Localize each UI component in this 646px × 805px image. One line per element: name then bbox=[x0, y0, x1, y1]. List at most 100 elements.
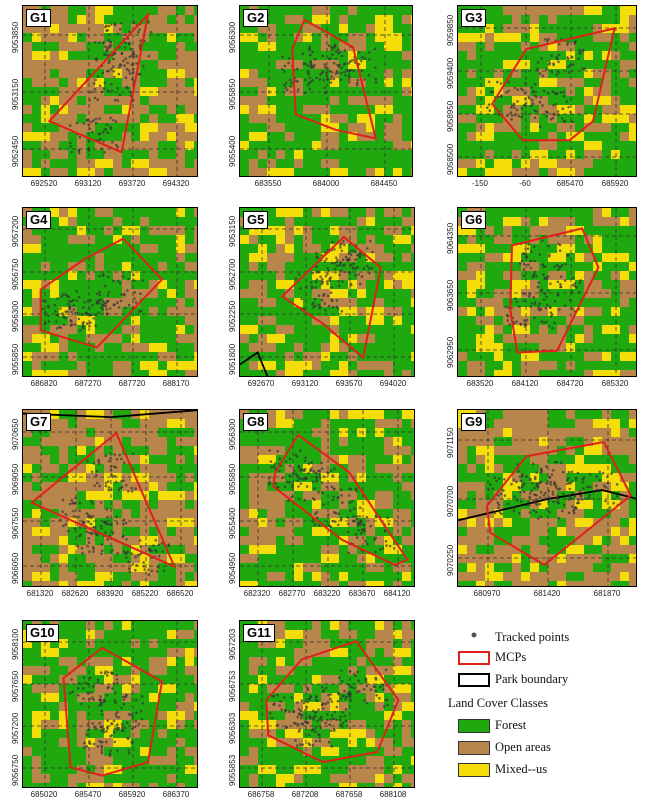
map-panel-g3: G3 -150 -60 685470 685920 9059850 9059400 90589… bbox=[457, 5, 637, 177]
legend-classes-title: Land Cover Classes bbox=[448, 696, 548, 711]
y-tick-label: 9053150 bbox=[11, 79, 20, 110]
x-tick-label: 685470 bbox=[557, 179, 584, 188]
legend-tracked-points: Tracked points bbox=[458, 628, 569, 646]
y-tick-label: 9064350 bbox=[446, 223, 455, 254]
y-tick-label: 9070250 bbox=[446, 545, 455, 576]
panel-label-g9: G9 bbox=[461, 413, 486, 431]
forest-swatch bbox=[458, 719, 490, 733]
land-cover-map bbox=[240, 208, 415, 377]
map-panel-g5: G5 692670 693120 693570 694020 9053150 9052700… bbox=[239, 207, 415, 377]
panel-label-g5: G5 bbox=[243, 211, 268, 229]
y-tick-label: 9051800 bbox=[228, 344, 237, 375]
park-boundary-swatch bbox=[458, 673, 490, 687]
x-tick-label: 685020 bbox=[31, 790, 58, 799]
map-panel-g1: G1 692520 693120 693720 694320 9053850 9053150… bbox=[22, 5, 198, 177]
y-tick-label: 9071150 bbox=[446, 427, 455, 458]
map-panel-g9: G9 680970 681420 681870 9071150 9070700 907025… bbox=[457, 409, 637, 587]
x-tick-label: 694020 bbox=[380, 379, 407, 388]
land-cover-map bbox=[23, 410, 198, 587]
y-tick-label: 9057203 bbox=[228, 629, 237, 660]
x-tick-label: 688108 bbox=[380, 790, 407, 799]
map-panel-g7: G7 681320 682620 683920 685220 686520 9070650 9… bbox=[22, 409, 198, 587]
x-tick-label: 685220 bbox=[132, 589, 159, 598]
x-tick-label: 681320 bbox=[27, 589, 54, 598]
x-tick-label: 684000 bbox=[313, 179, 340, 188]
x-tick-label: 687720 bbox=[119, 379, 146, 388]
y-tick-label: 9070700 bbox=[446, 486, 455, 517]
y-tick-label: 9055400 bbox=[228, 136, 237, 167]
x-tick-label: 686758 bbox=[248, 790, 275, 799]
map-frame: G10 bbox=[22, 620, 198, 788]
map-frame: G8 bbox=[239, 409, 415, 587]
legend-open-label: Open areas bbox=[495, 740, 551, 755]
y-tick-label: 9067550 bbox=[11, 508, 20, 539]
y-tick-label: 9053150 bbox=[228, 216, 237, 247]
x-tick-label: 683670 bbox=[349, 589, 376, 598]
map-frame: G6 bbox=[457, 207, 637, 377]
x-tick-label: 685320 bbox=[602, 379, 629, 388]
y-tick-label: 9058950 bbox=[446, 101, 455, 132]
panel-label-g10: G10 bbox=[26, 624, 59, 642]
map-frame: G7 bbox=[22, 409, 198, 587]
land-cover-map bbox=[23, 208, 198, 377]
x-tick-label: 683920 bbox=[97, 589, 124, 598]
map-panel-g10: G10 685020 685470 685920 686370 9058100 905765… bbox=[22, 620, 198, 788]
tracked-point-symbol bbox=[458, 628, 490, 646]
panel-label-g3: G3 bbox=[461, 9, 486, 27]
x-tick-label: 686820 bbox=[31, 379, 58, 388]
land-cover-map bbox=[458, 410, 637, 587]
y-tick-label: 9055850 bbox=[228, 464, 237, 495]
x-tick-label: 693120 bbox=[292, 379, 319, 388]
legend-mixed-label: Mixed--us bbox=[495, 762, 547, 777]
y-tick-label: 9057650 bbox=[11, 671, 20, 702]
x-tick-label: 682320 bbox=[244, 589, 271, 598]
y-tick-label: 9063650 bbox=[446, 280, 455, 311]
land-cover-map bbox=[458, 208, 637, 377]
legend-classes-label: Land Cover Classes bbox=[448, 696, 548, 711]
x-tick-label: 686520 bbox=[167, 589, 194, 598]
y-tick-label: 9066050 bbox=[11, 553, 20, 584]
map-frame: G9 bbox=[457, 409, 637, 587]
y-tick-label: 9059850 bbox=[446, 15, 455, 46]
map-panel-g2: G2 683550 684000 684450 9056300 9055850 905540… bbox=[239, 5, 413, 177]
y-tick-label: 9055853 bbox=[228, 755, 237, 786]
y-tick-label: 9052450 bbox=[11, 136, 20, 167]
x-tick-label: 684720 bbox=[557, 379, 584, 388]
y-tick-label: 9052250 bbox=[228, 301, 237, 332]
y-tick-label: 9052700 bbox=[228, 259, 237, 290]
panel-label-g8: G8 bbox=[243, 413, 268, 431]
x-tick-label: 687208 bbox=[292, 790, 319, 799]
y-tick-label: 9056300 bbox=[11, 301, 20, 332]
y-tick-label: 9055400 bbox=[228, 508, 237, 539]
legend-park-boundary: Park boundary bbox=[458, 672, 568, 687]
y-tick-label: 9056303 bbox=[228, 713, 237, 744]
legend-tracked-label: Tracked points bbox=[495, 630, 569, 645]
y-tick-label: 9055850 bbox=[11, 344, 20, 375]
x-tick-label: 692520 bbox=[31, 179, 58, 188]
x-tick-label: 693120 bbox=[75, 179, 102, 188]
map-frame: G1 bbox=[22, 5, 198, 177]
legend-park-label: Park boundary bbox=[495, 672, 568, 687]
y-tick-label: 9053850 bbox=[11, 22, 20, 53]
y-tick-label: 9062950 bbox=[446, 337, 455, 368]
y-tick-label: 9058100 bbox=[11, 629, 20, 660]
legend-mcps-label: MCPs bbox=[495, 650, 526, 665]
y-tick-label: 9057200 bbox=[11, 713, 20, 744]
x-tick-label: 693570 bbox=[336, 379, 363, 388]
land-cover-map bbox=[23, 621, 198, 788]
y-tick-label: 9056300 bbox=[228, 22, 237, 53]
x-tick-label: 686370 bbox=[163, 790, 190, 799]
panel-label-g11: G11 bbox=[243, 624, 275, 642]
map-frame: G2 bbox=[239, 5, 413, 177]
map-frame: G3 bbox=[457, 5, 637, 177]
map-frame: G5 bbox=[239, 207, 415, 377]
map-panel-g4: G4 686820 687270 687720 688170 9057200 9056750… bbox=[22, 207, 198, 377]
x-tick-label: 683520 bbox=[467, 379, 494, 388]
panel-label-g4: G4 bbox=[26, 211, 51, 229]
x-tick-label: 693720 bbox=[119, 179, 146, 188]
land-cover-map bbox=[458, 6, 637, 177]
x-tick-label: 681870 bbox=[594, 589, 621, 598]
x-tick-label: 688170 bbox=[163, 379, 190, 388]
y-tick-label: 9069050 bbox=[11, 464, 20, 495]
map-frame: G11 bbox=[239, 620, 415, 788]
